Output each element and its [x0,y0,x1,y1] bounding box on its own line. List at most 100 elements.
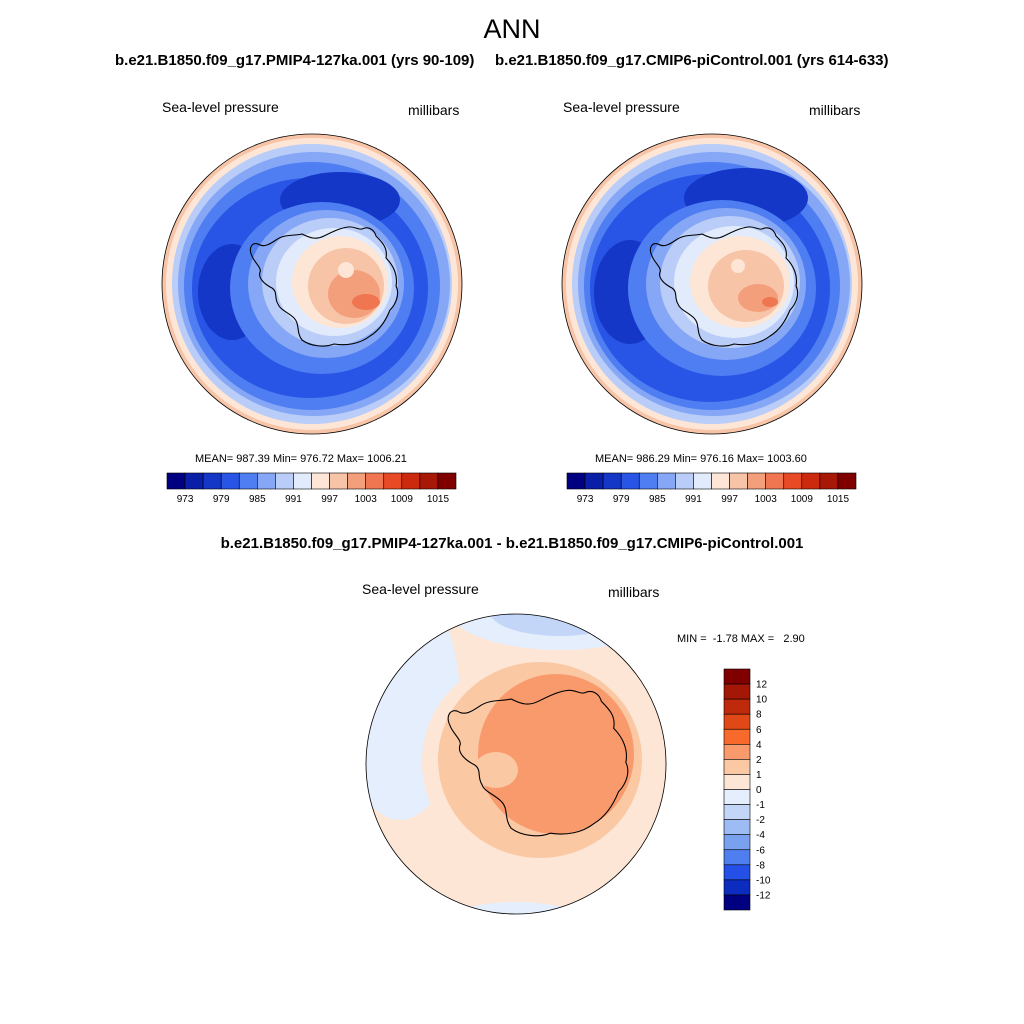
diff-panel-title: b.e21.B1850.f09_g17.PMIP4-127ka.001 - b.… [220,535,804,552]
panel1-units-label: millibars [408,102,460,118]
map3-negative-south [456,902,576,914]
panel2-colorbar-swatch [675,472,694,490]
panel3-colorbar-swatch [723,804,751,820]
panel1-colorbar-swatch [238,472,258,490]
panel2-colorbar-swatch [783,472,803,490]
panel2-colorbar-swatch [566,472,586,490]
panel2-colorbar-tick-label: 1003 [755,494,778,505]
panel3-colorbar-tick-label: 6 [756,725,762,736]
panel3-colorbar-tick-label: 2 [756,755,762,766]
panel2-colorbar-swatch [584,472,604,490]
map2-border [561,133,863,435]
map3-inner-dip [474,752,518,788]
panel3-colorbar-tick-label: 1 [756,770,762,781]
map3-band-2-4 [478,674,634,834]
panel3-colorbar-tick-label: 8 [756,710,762,721]
panel1-colorbar-swatch [347,472,366,490]
panel3-colorbar-swatch [723,713,751,730]
panel1-colorbar-swatch [437,472,457,490]
panel1-colorbar-swatch [365,472,385,490]
panel3-colorbar-swatch [723,879,751,896]
panel1-colorbar-swatch [329,472,348,490]
panel3-colorbar-swatch [723,668,751,685]
panel3-colorbar-swatch [723,849,751,866]
panel3-colorbar-swatch [723,894,751,911]
panel2-colorbar-tick-label: 1009 [791,494,814,505]
panel2-colorbar-swatch [747,472,766,490]
panel2-stats: MEAN= 986.29 Min= 976.16 Max= 1003.60 [595,453,807,465]
panel1-colorbar-swatch [257,472,276,490]
panel2-colorbar-tick-label: 973 [577,494,594,505]
panel2-colorbar-swatch [729,472,748,490]
panel3-colorbar-swatch [723,759,751,775]
panel3-colorbar-tick-label: -1 [756,800,765,811]
panel1-colorbar-swatch [419,472,439,490]
panel3-colorbar-swatch [723,728,751,745]
panel1-colorbar-swatch [220,472,240,490]
panel1-colorbar-tick-label: 985 [249,494,266,505]
map2-band-1000 [708,250,784,322]
panel2-colorbar: 973 979 985 991 997 1003 1009 1015 [566,472,857,505]
panel1-map [161,133,463,435]
panel2-colorbar-swatch [801,472,821,490]
panel1-colorbar-swatch [166,472,186,490]
panel3-colorbar-swatch [723,744,751,760]
panel3-colorbar-swatch [723,864,751,881]
panel3-variable-label: Sea-level pressure [362,581,479,597]
panel3-colorbar-tick-label: 4 [756,740,762,751]
panel1-colorbar-swatch [383,472,403,490]
panel3-colorbar-tick-label: -6 [756,845,765,856]
panel1-colorbar-tick-label: 973 [177,494,194,505]
panel2-colorbar-swatch [837,472,857,490]
panel1-colorbar-tick-label: 979 [213,494,230,505]
panel2-variable-label: Sea-level pressure [563,99,680,115]
panel1-colorbar: 973 979 985 991 997 1003 1009 1015 [166,472,457,505]
panel1-colorbar-tick-label: 1009 [391,494,414,505]
panel3-colorbar-tick-label: -2 [756,815,765,826]
panel1-title: b.e21.B1850.f09_g17.PMIP4-127ka.001 (yrs… [115,52,475,69]
panel2-colorbar-swatch [711,472,730,490]
panel1-variable-label: Sea-level pressure [162,99,279,115]
panel2-title: b.e21.B1850.f09_g17.CMIP6-piControl.001 … [495,52,889,69]
panel1-colorbar-swatch [293,472,312,490]
panel3-colorbar-tick-label: -10 [756,875,771,886]
panel1-colorbar-tick-label: 991 [285,494,302,505]
panel3-colorbar-swatch [723,789,751,805]
panel3-colorbar-tick-label: -12 [756,890,771,901]
map1-inner-dip [338,262,354,278]
panel2-colorbar-swatch [819,472,839,490]
map2-inner-dip [731,259,745,273]
panel1-colorbar-swatch [401,472,421,490]
panel1-colorbar-tick-label: 997 [321,494,338,505]
map3-border [365,613,667,915]
panel1-stats: MEAN= 987.39 Min= 976.72 Max= 1006.21 [195,453,407,465]
panel3-colorbar-tick-label: -8 [756,860,765,871]
map3-negative-north-core [490,614,630,636]
panel2-map [561,133,863,435]
panel3-stats: MIN = -1.78 MAX = 2.90 [677,633,805,645]
panel2-colorbar-tick-label: 985 [649,494,666,505]
panel2-colorbar-swatch [638,472,658,490]
panel3-colorbar-swatch [723,774,751,790]
panel3-colorbar-swatch [723,834,751,851]
panel1-colorbar-swatch [311,472,330,490]
panel1-colorbar-swatch [202,472,222,490]
panel3-units-label: millibars [608,584,660,600]
panel1-colorbar-swatch [275,472,294,490]
panel3-colorbar-tick-label: -4 [756,830,765,841]
panel1-colorbar-swatch [184,472,204,490]
panel2-colorbar-tick-label: 979 [613,494,630,505]
map1-band-1003 [328,270,380,318]
panel2-colorbar-tick-label: 991 [685,494,702,505]
panel3-colorbar-swatch [723,683,751,700]
panel3-colorbar-tick-label: 12 [756,680,768,691]
panel2-colorbar-tick-label: 997 [721,494,738,505]
panel2-colorbar-swatch [657,472,676,490]
panel3-map [365,613,667,915]
map3-negative-north [450,614,666,650]
panel3-colorbar-swatch [723,819,751,835]
panel1-colorbar-tick-label: 1003 [355,494,378,505]
map1-border [161,133,463,435]
